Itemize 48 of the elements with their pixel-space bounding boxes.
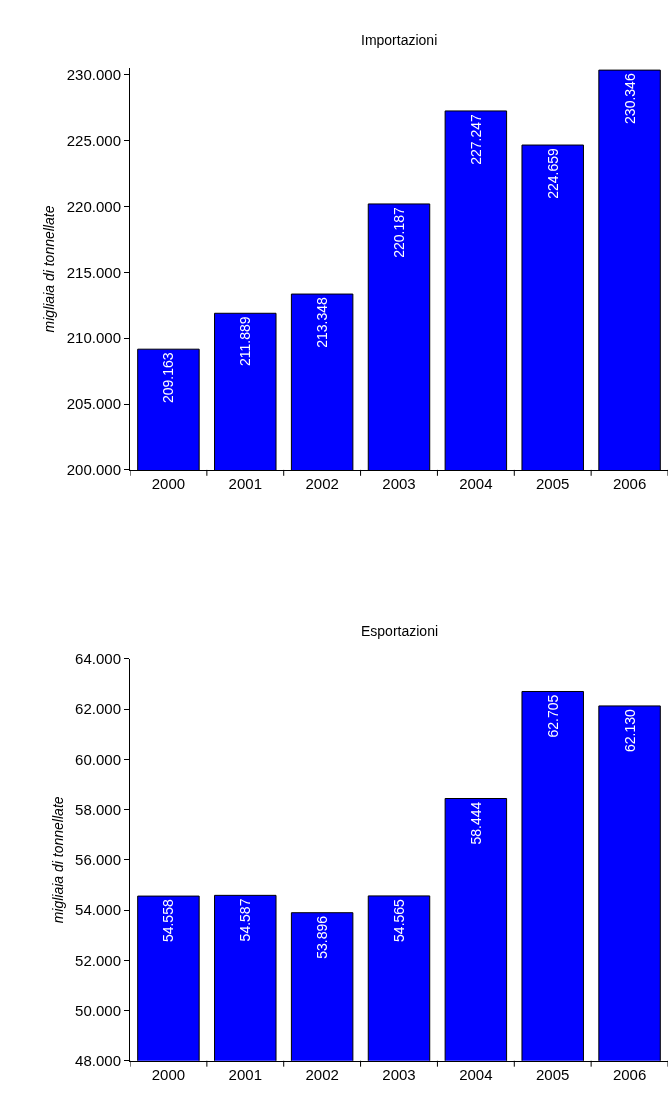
data-label: 220.187	[391, 206, 407, 258]
y-tick-label: 48.000	[75, 1052, 121, 1070]
data-label: 62.705	[544, 694, 561, 738]
y-tick-label: 230.000	[66, 65, 121, 83]
data-label: 213.348	[314, 297, 331, 348]
y-axis-title: migliaia di tonnellate	[41, 205, 58, 333]
y-tick-label: 54.000	[75, 901, 121, 919]
y-tick-label: 50.000	[75, 1001, 121, 1019]
y-tick-label: 210.000	[66, 329, 121, 347]
x-tick-label: 2003	[382, 1065, 416, 1083]
data-label: 224.659	[544, 148, 561, 199]
x-tick-label: 2006	[612, 474, 647, 492]
y-tick-label: 60.000	[75, 750, 121, 768]
x-tick-label: 2002	[305, 1065, 339, 1083]
y-tick-label: 205.000	[66, 395, 121, 413]
data-label: 54.587	[237, 898, 254, 942]
y-tick-label: 62.000	[75, 700, 121, 718]
x-tick-label: 2002	[305, 474, 339, 492]
chart-title: Esportazioni	[361, 623, 439, 639]
y-tick-label: 64.000	[75, 650, 121, 668]
y-tick-label: 200.000	[66, 461, 121, 479]
x-tick-label: 2005	[536, 1065, 570, 1083]
x-tick-label: 2003	[382, 474, 416, 492]
x-tick-label: 2004	[459, 474, 493, 492]
data-label: 54.565	[391, 898, 407, 942]
x-tick-label: 2006	[612, 1065, 647, 1083]
y-axis-title: migliaia di tonnellate	[49, 796, 66, 924]
data-label: 62.130	[621, 708, 638, 752]
chart-title: Importazioni	[361, 32, 438, 48]
data-label: 209.163	[160, 352, 177, 403]
y-tick-label: 215.000	[66, 263, 121, 281]
data-label: 211.889	[237, 316, 254, 367]
y-tick-label: 56.000	[75, 851, 121, 869]
x-tick-label: 2005	[536, 474, 570, 492]
x-tick-label: 2000	[151, 474, 186, 492]
data-label: 230.346	[621, 73, 638, 124]
y-tick-label: 58.000	[75, 800, 121, 818]
x-tick-label: 2004	[459, 1065, 493, 1083]
data-label: 58.444	[467, 801, 484, 845]
data-label: 54.558	[160, 899, 177, 943]
x-tick-label: 2001	[228, 1065, 262, 1083]
y-tick-label: 225.000	[66, 131, 121, 149]
data-label: 53.896	[314, 915, 331, 959]
data-label: 227.247	[467, 113, 484, 165]
y-tick-label: 52.000	[75, 951, 121, 969]
x-tick-label: 2000	[151, 1065, 186, 1083]
x-tick-label: 2001	[228, 474, 262, 492]
y-tick-label: 220.000	[66, 197, 121, 215]
